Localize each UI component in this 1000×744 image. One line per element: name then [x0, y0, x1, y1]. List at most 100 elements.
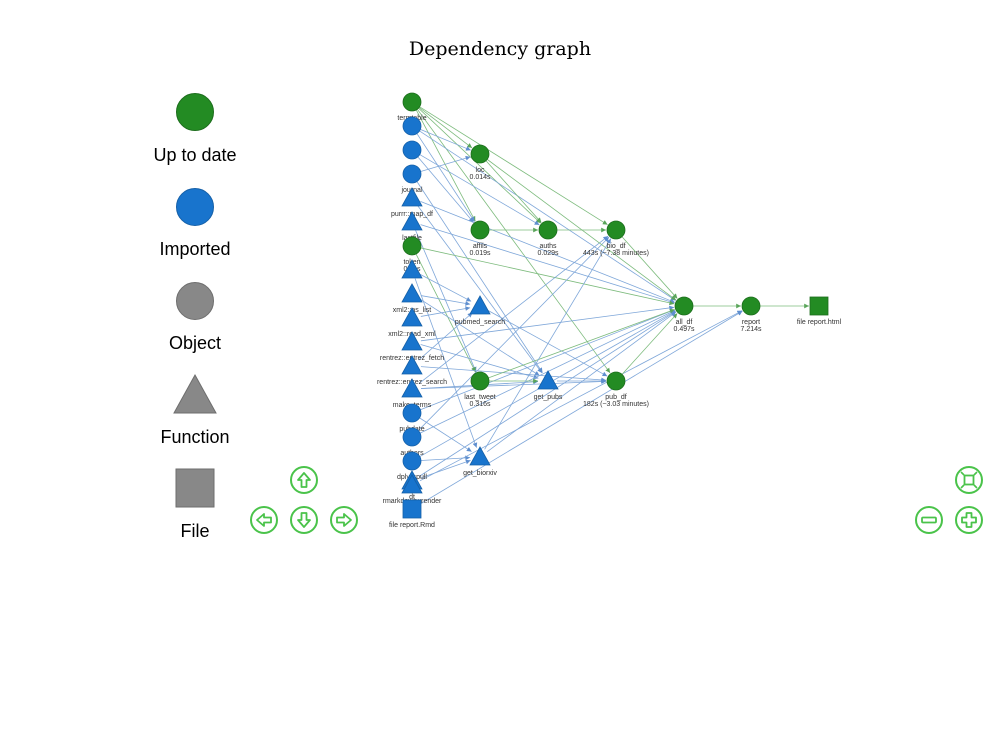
zoom-in-button[interactable]: [955, 506, 983, 534]
legend-label: File: [180, 521, 210, 541]
node-shape[interactable]: [674, 296, 694, 316]
node-build-time: 0.497s: [673, 326, 695, 333]
node-shape[interactable]: [470, 371, 490, 391]
node-shape[interactable]: [402, 140, 422, 160]
node-shape[interactable]: [401, 187, 423, 207]
arrow-right-icon: [336, 513, 352, 527]
edges-layer: [414, 106, 809, 505]
node-n3[interactable]: [402, 140, 422, 160]
pan-up-button[interactable]: [290, 466, 318, 494]
node-shape[interactable]: [401, 283, 423, 303]
node-shape[interactable]: [401, 331, 423, 351]
legend-label: Up to date: [153, 145, 237, 165]
node-shape[interactable]: [809, 296, 829, 316]
edge-termtable-to-pub_df: [416, 109, 611, 374]
edge-termtable-to-auths: [418, 107, 541, 224]
edge-rmarkdown_render-to-report: [419, 310, 743, 482]
node-shape[interactable]: [402, 427, 422, 447]
edge-n3-to-auths: [419, 154, 540, 226]
node-build-time: 7.214s: [740, 326, 762, 333]
edge-pubmed_search-to-pub_df: [487, 309, 608, 377]
zoom-fit-button[interactable]: [955, 466, 983, 494]
node-label: pub_df: [605, 394, 626, 401]
pan-left-button[interactable]: [250, 506, 278, 534]
node-n2[interactable]: [402, 116, 422, 136]
node-get-biorxiv[interactable]: get_biorxiv: [463, 446, 497, 477]
node-shape[interactable]: [401, 474, 423, 494]
edge-lastfile-to-all_df: [420, 224, 675, 304]
node-shape[interactable]: [402, 236, 422, 256]
edge-get_biorxiv-to-all_df: [486, 311, 677, 452]
nodes-layer: termtablejournalpurrr::map_dflastfiletok…: [377, 92, 842, 529]
node-shape[interactable]: [538, 220, 558, 240]
node-shape[interactable]: [469, 295, 491, 315]
node-all-df[interactable]: all_df0.497s: [673, 296, 695, 333]
legend-item-imported: Imported: [150, 187, 240, 262]
node-build-time: 0.019s: [469, 250, 491, 257]
node-shape[interactable]: [470, 220, 490, 240]
function-triangle-icon: [173, 373, 217, 414]
node-shape[interactable]: [402, 403, 422, 423]
edge-t8-to-pubmed_search: [419, 273, 472, 302]
arrow-left-icon: [256, 513, 272, 527]
node-shape[interactable]: [470, 144, 490, 164]
node-shape[interactable]: [402, 451, 422, 471]
pan-right-button[interactable]: [330, 506, 358, 534]
edge-rentrez_fetch-to-get_pubs: [420, 344, 539, 380]
legend-item-up-to-date: Up to date: [150, 92, 240, 167]
node-shape[interactable]: [741, 296, 761, 316]
node-file-report-rmd[interactable]: file report.Rmd: [389, 499, 435, 529]
node-shape[interactable]: [537, 370, 559, 390]
legend-item-function: Function: [150, 373, 240, 448]
edge-n2-to-all_df: [419, 130, 676, 301]
zoom-out-button[interactable]: [915, 506, 943, 534]
imported-circle-icon: [176, 188, 214, 226]
edge-journal-to-loc: [420, 155, 471, 172]
edge-n2-to-loc: [420, 129, 471, 151]
node-shape[interactable]: [401, 378, 423, 398]
node-pubmed-search[interactable]: pubmed_search: [455, 295, 505, 326]
node-shape[interactable]: [401, 307, 423, 327]
node-shape[interactable]: [606, 371, 626, 391]
node-shape[interactable]: [469, 446, 491, 466]
arrow-down-icon: [297, 512, 311, 528]
edge-last_tweet-to-all_df: [488, 308, 675, 379]
node-build-time: 0.316s: [469, 401, 491, 408]
node-get-pubs[interactable]: get_pubs: [534, 370, 563, 401]
edge-pubdate-to-get_biorxiv: [419, 417, 472, 452]
edge-purrr_map_df-to-get_pubs: [417, 204, 543, 374]
node-label: file report.html: [797, 319, 842, 326]
node-shape[interactable]: [402, 92, 422, 112]
node-shape[interactable]: [401, 211, 423, 231]
edge-pub_df-to-all_df: [621, 313, 678, 375]
node-build-time: 0.029s: [537, 250, 559, 257]
node-shape[interactable]: [402, 164, 422, 184]
node-shape[interactable]: [402, 499, 422, 519]
node-label: file report.Rmd: [389, 522, 435, 529]
node-shape[interactable]: [401, 259, 423, 279]
pan-down-button[interactable]: [290, 506, 318, 534]
node-build-time: 0.014s: [469, 174, 491, 181]
edge-loc-to-auths: [485, 160, 542, 223]
node-build-time: 443s (~7.38 minutes): [583, 250, 649, 257]
legend-item-object: Object: [150, 281, 240, 356]
node-shape[interactable]: [401, 355, 423, 375]
edge-make_terms-to-pub_df: [420, 379, 607, 390]
node-t8[interactable]: [401, 259, 423, 279]
node-shape[interactable]: [402, 116, 422, 136]
node-shape[interactable]: [606, 220, 626, 240]
node-label: bio_df: [606, 243, 625, 250]
legend-label: Object: [168, 333, 222, 353]
legend-item-file: File: [150, 468, 240, 543]
node-label: get_pubs: [534, 394, 563, 401]
plus-icon: [961, 512, 977, 528]
node-file-report-html[interactable]: file report.html: [797, 296, 842, 326]
